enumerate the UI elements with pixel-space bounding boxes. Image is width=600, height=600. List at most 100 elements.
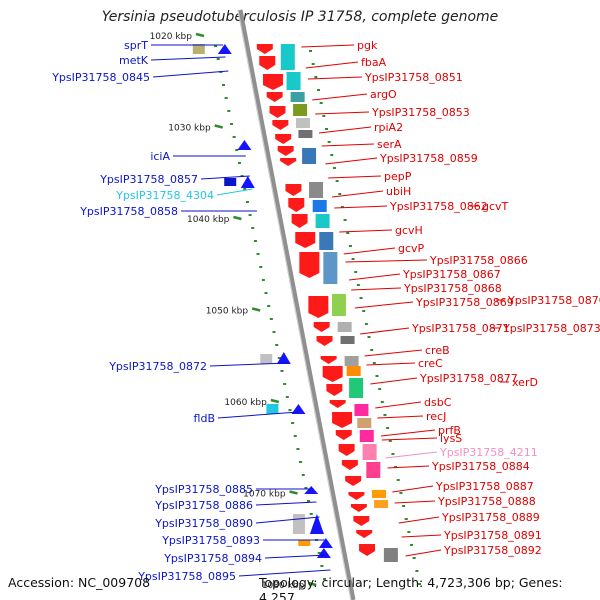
edge-dot [375,375,379,377]
gene-arrow-forward [272,120,289,130]
gene-arrow-reverse [237,140,252,150]
leader-line [318,126,372,134]
right-gene-label-ypsip31758-0859: YpsIP31758_0859 [379,152,478,165]
cog-strip [372,490,387,498]
edge-dot [299,461,303,463]
edge-dot [301,474,305,476]
edge-dot [364,323,368,325]
edge-dot [307,500,311,502]
edge-dot [356,284,360,286]
kbp-tick-mark [307,581,317,587]
edge-dot [232,136,236,138]
gene-arrow-forward [299,252,320,278]
gene-arrow-forward [332,412,353,428]
accession-text: Accession: NC_009708 [8,575,151,590]
edge-dot [309,50,313,52]
leader-line [315,111,370,115]
kbp-tick-mark [270,398,280,404]
right-gene-label-ypsip31758-0889: YpsIP31758_0889 [441,511,540,524]
edge-dot [367,336,371,338]
leader-line [150,56,226,61]
right-gene-label-ypsip31758-0887: YpsIP31758_0887 [435,480,534,493]
edge-dot [407,531,411,533]
edge-dot [245,201,249,203]
gene-arrow-reverse [309,514,324,534]
edge-dot [224,97,228,99]
right-gene-label-ypsip31758-0862: YpsIP31758_0862 [389,200,488,213]
gene-arrow-reverse [217,44,232,54]
edge-dot [324,128,328,130]
cog-strip [312,200,327,212]
edge-dot [330,154,334,156]
gene-arrow-forward [313,322,330,332]
left-gene-label-ypsip31758-0872: YpsIP31758_0872 [108,360,207,373]
edge-dot [237,162,241,164]
gene-arrow-forward [269,106,286,118]
edge-dot [283,383,287,385]
leader-line [405,549,442,557]
cog-strip [280,44,295,70]
edge-dot [359,297,363,299]
left-gene-label-sprt: sprT [124,39,148,52]
backbone-highlight [237,9,352,600]
gene-arrow-forward [322,366,343,382]
edge-dot [391,453,395,455]
kbp-tick-label: 1050 kbp [206,307,249,317]
left-gene-label-ypsip31758-0845: YpsIP31758_0845 [51,71,150,84]
edge-dot [304,487,308,489]
edge-dot [320,565,324,567]
edge-dot [314,76,318,78]
cog-strip [295,118,310,128]
right-gene-label-lyss: lysS [440,432,462,445]
gene-arrow-reverse [276,352,291,364]
left-gene-label-icia: iciA [150,150,170,163]
right-gene-label-ypsip31758-0871: YpsIP31758_0871 [411,322,510,335]
edge-dot [335,180,339,182]
gene-arrow-forward [285,184,302,196]
right-gene-label-sera: serA [377,138,402,151]
edge-dot [370,349,374,351]
leader-line [255,501,317,506]
cog-strip [309,182,324,198]
right-gene-label-ypsip31758-0873: YpsIP31758_0873 [502,322,600,335]
gene-arrow-forward [350,504,367,512]
edge-dot [229,123,233,125]
left-gene-label-ypsip31758-0885: YpsIP31758_0885 [154,483,253,496]
leader-line [360,327,410,335]
leader-line [392,485,434,493]
kbp-tick-label: 1080 kbp [262,581,305,591]
cog-strip [359,430,374,442]
left-gene-label-metk: metK [119,54,149,67]
leader-line [321,143,375,147]
gene-labels: sprT metK YpsIP31758_0845 iciA YpsIP31758_08… [51,39,600,583]
right-gene-label-pgk: pgk [357,39,378,52]
cog-strip [302,148,317,164]
leader-line [351,287,402,291]
right-gene-label-gcvt: gcvT [482,200,509,213]
edge-dot [259,266,263,268]
edge-dot [267,305,271,307]
leader-line [343,247,396,255]
edge-dot [399,492,403,494]
edge-dot [261,279,265,281]
edge-dot [404,518,408,520]
gene-arrow-forward [259,56,276,70]
edge-dot [277,357,281,359]
leader-line [381,437,438,441]
edge-dot [216,58,220,60]
edge-dot [221,84,225,86]
right-gene-label-gcvp: gcvP [398,242,425,255]
edge-dot [396,479,400,481]
cog-strip [323,252,338,284]
left-gene-label-ypsip31758-0890: YpsIP31758_0890 [154,517,253,530]
gene-arrow-forward [316,336,333,346]
edge-dot [253,240,257,242]
kbp-tick-label: 1060 kbp [224,398,267,408]
leader-line [332,190,384,198]
gene-arrow-forward [320,356,337,364]
cog-strip [362,444,377,460]
gene-arrow-reverse [304,486,319,494]
right-gene-label-ypsip31758-0877: YpsIP31758_0877 [419,372,518,385]
edge-dot [338,193,342,195]
